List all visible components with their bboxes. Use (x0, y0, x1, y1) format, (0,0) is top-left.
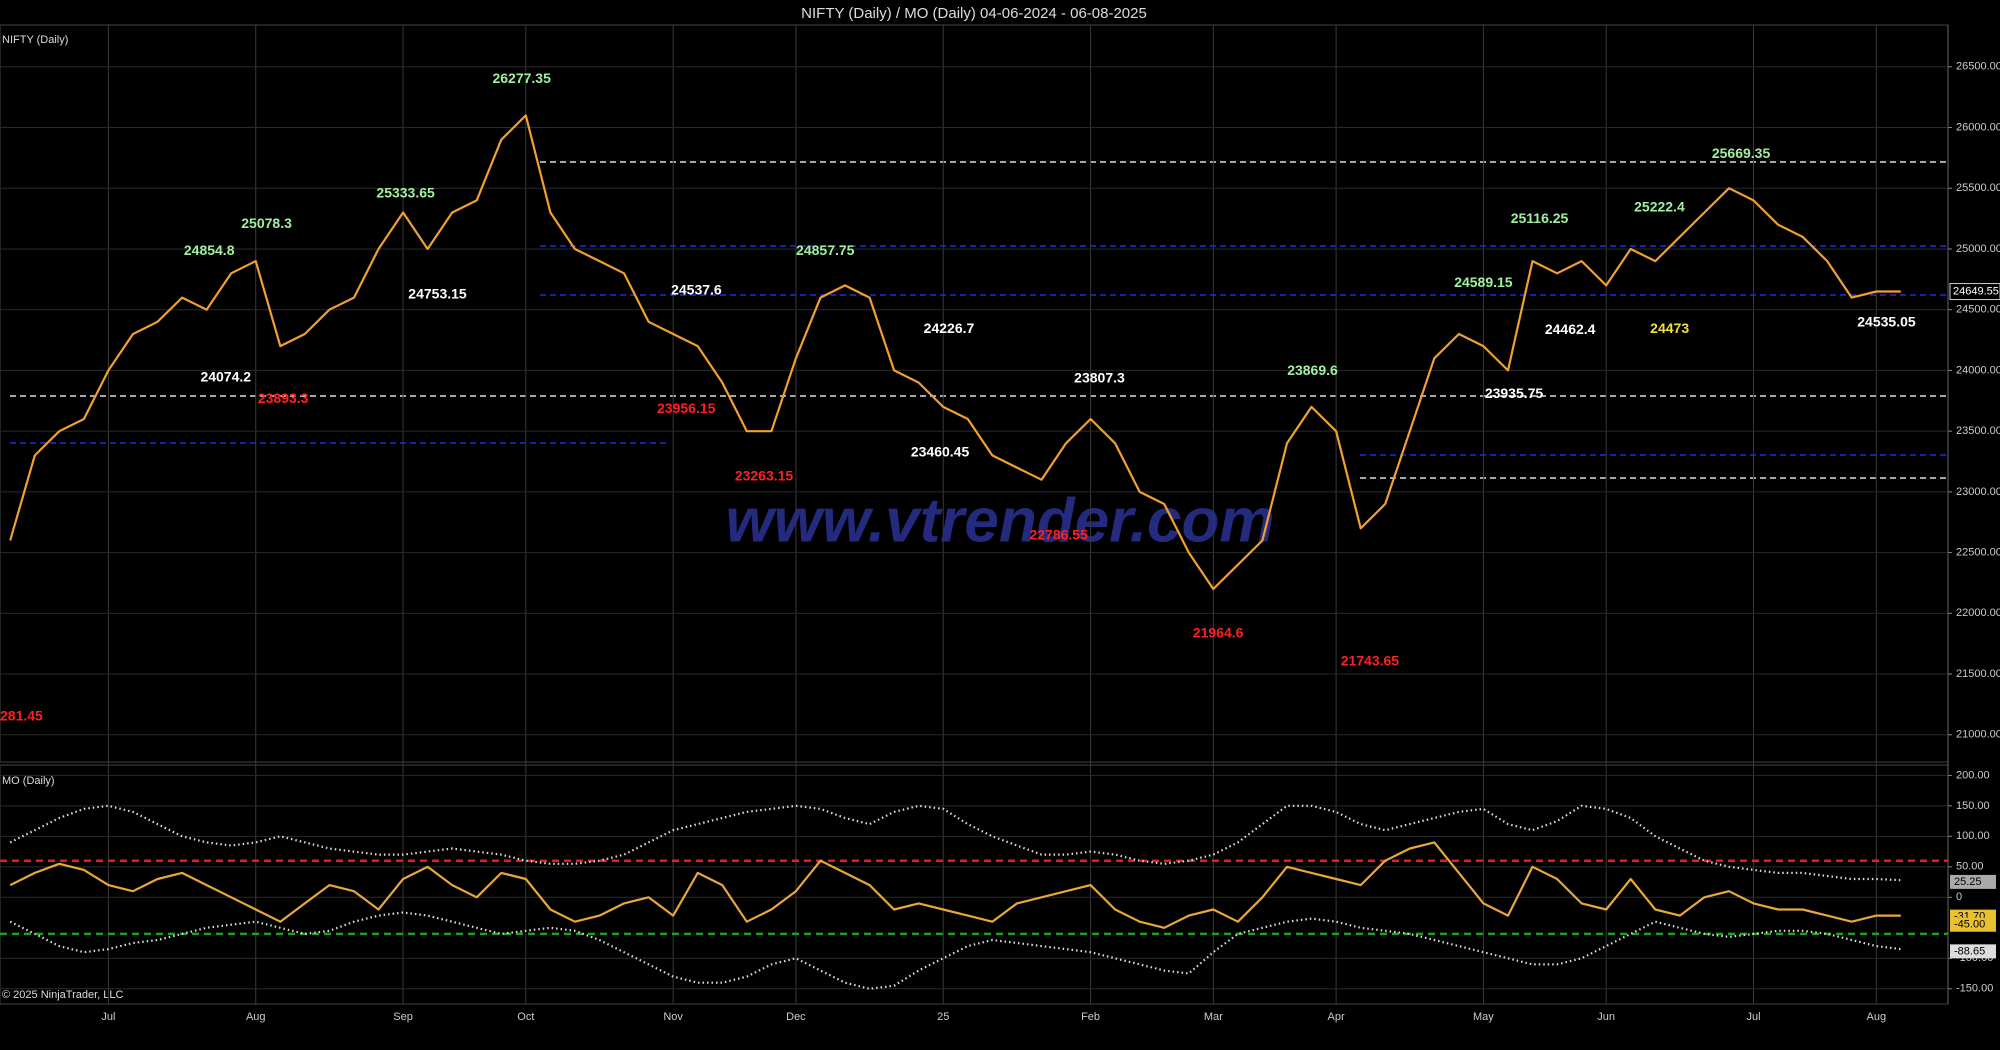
price-annotation: 23807.3 (1074, 370, 1125, 386)
y-tick-label: 21500.00 (1956, 668, 2000, 680)
last-value-label: -88.65 (1954, 945, 1985, 957)
price-annotation: 24473 (1650, 320, 1689, 336)
x-tick-label: Nov (663, 1011, 683, 1023)
price-annotation: 25333.65 (376, 185, 435, 201)
price-annotation: 25669.35 (1712, 145, 1771, 161)
last-value-label: 25.25 (1954, 876, 1982, 888)
x-tick-label: Jul (1746, 1011, 1760, 1023)
x-tick-label: Apr (1328, 1011, 1345, 1023)
x-tick-label: Sep (393, 1011, 413, 1023)
last-value-label: -45.00 (1954, 919, 1985, 931)
price-annotation: 23956.15 (657, 400, 716, 416)
x-tick-label: May (1473, 1011, 1494, 1023)
chart-title: NIFTY (Daily) / MO (Daily) 04-06-2024 - … (801, 5, 1147, 22)
y-tick-label: 0 (1956, 891, 1962, 903)
panel-label: MO (Daily) (2, 775, 55, 787)
x-tick-label: Oct (517, 1011, 534, 1023)
price-annotation: 25222.4 (1634, 199, 1685, 215)
x-tick-label: Dec (786, 1011, 806, 1023)
price-annotation: 21964.6 (1193, 625, 1244, 641)
series-line (9, 841, 1901, 929)
y-tick-label: 26500.00 (1956, 61, 2000, 73)
levels-decor (10, 161, 1948, 479)
price-annotation: 281.45 (0, 708, 43, 724)
last-value-box (1950, 874, 1996, 889)
x-tick-label: 25 (937, 1011, 949, 1023)
y-tick-label: 22500.00 (1956, 547, 2000, 559)
price-annotation: 24854.8 (184, 242, 235, 258)
watermark: www.vtrender.com (726, 486, 1275, 555)
price-annotation: 24462.4 (1545, 321, 1596, 337)
last-value-label: 24649.55 (1953, 285, 1999, 297)
price-annotation: 24857.75 (796, 242, 855, 258)
y-tick-label: 150.00 (1956, 800, 1990, 812)
y-tick-label: 23000.00 (1956, 486, 2000, 498)
price-annotation: 26277.35 (492, 70, 551, 86)
price-annotation: 23869.6 (1287, 362, 1338, 378)
y-tick-label: 100.00 (1956, 830, 1990, 842)
y-tick-label: 24000.00 (1956, 364, 2000, 376)
y-tick-label: 21000.00 (1956, 729, 2000, 741)
price-annotation: 24535.05 (1857, 313, 1916, 329)
price-annotation: 24589.15 (1454, 274, 1513, 290)
price-annotation: 24537.6 (671, 282, 722, 298)
series-line (9, 804, 1901, 882)
y-tick-label: -150.00 (1956, 983, 1993, 995)
y-tick-label: 25000.00 (1956, 243, 2000, 255)
x-tick-label: Mar (1204, 1011, 1223, 1023)
price-annotation: 24753.15 (408, 285, 467, 301)
copyright: © 2025 NinjaTrader, LLC (2, 989, 123, 1001)
y-tick-label: 50.00 (1956, 861, 1984, 873)
y-tick-label: 23500.00 (1956, 425, 2000, 437)
price-annotation: 24074.2 (200, 368, 251, 384)
x-tick-label: Feb (1081, 1011, 1100, 1023)
x-tick-label: Aug (246, 1011, 266, 1023)
price-annotation: 25078.3 (241, 215, 292, 231)
price-annotation: 22786.55 (1029, 526, 1088, 542)
x-tick-label: Aug (1866, 1011, 1886, 1023)
last-value-box (1949, 283, 2000, 301)
last-value-box (1950, 944, 1996, 959)
x-tick-label: Jul (101, 1011, 115, 1023)
price-annotation: 24226.7 (924, 320, 975, 336)
panel-label: NIFTY (Daily) (2, 34, 68, 46)
y-tick-label: 25500.00 (1956, 182, 2000, 194)
x-tick-label: Jun (1597, 1011, 1615, 1023)
y-tick-label: 26000.00 (1956, 121, 2000, 133)
price-annotation: 23263.15 (735, 468, 794, 484)
price-annotation: 23893.3 (258, 390, 309, 406)
price-annotation: 23935.75 (1485, 385, 1544, 401)
price-annotation: 23460.45 (911, 444, 970, 460)
price-annotation: 25116.25 (1511, 210, 1569, 226)
y-tick-label: 200.00 (1956, 769, 1990, 781)
y-tick-label: 24500.00 (1956, 304, 2000, 316)
y-tick-label: 22000.00 (1956, 607, 2000, 619)
last-value-box (1950, 917, 1996, 932)
price-annotation: 21743.65 (1341, 653, 1400, 669)
series-line (9, 114, 1901, 591)
